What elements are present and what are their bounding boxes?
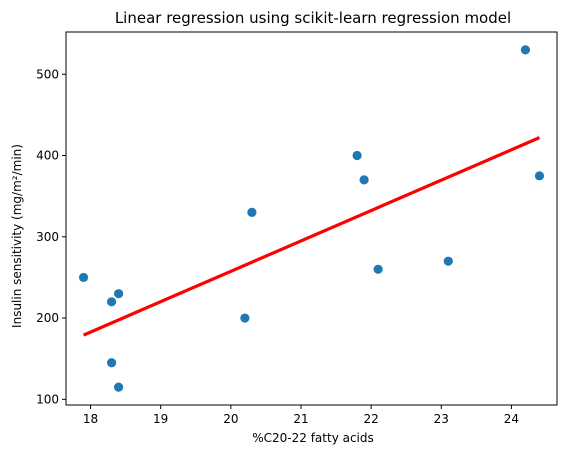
data-point — [443, 256, 453, 266]
x-tick-label: 24 — [504, 412, 519, 426]
x-tick-label: 18 — [83, 412, 98, 426]
data-point — [520, 45, 531, 55]
data-point — [114, 289, 124, 299]
x-tick-label: 21 — [293, 412, 308, 426]
data-points-layer — [78, 45, 545, 392]
y-axis-ticks: 100 200 300 400 500 — [36, 67, 66, 406]
data-point — [373, 264, 383, 274]
data-point — [106, 297, 117, 307]
data-point — [359, 175, 369, 185]
y-tick-label: 200 — [36, 311, 59, 325]
data-point — [78, 272, 89, 283]
y-tick-label: 100 — [36, 392, 59, 406]
y-tick-label: 300 — [36, 230, 59, 244]
y-axis-label: Insulin sensitivity (mg/m²/min) — [10, 144, 24, 328]
data-point — [114, 382, 124, 392]
data-point — [534, 171, 545, 181]
plot-area-frame — [65, 31, 558, 406]
data-point — [240, 313, 250, 323]
x-axis-ticks: 18 19 20 21 22 23 24 — [83, 405, 519, 426]
y-tick-label: 500 — [36, 67, 59, 81]
data-point — [106, 358, 117, 368]
data-point — [352, 150, 362, 161]
y-tick-label: 400 — [36, 149, 59, 163]
x-axis-label: %C20-22 fatty acids — [252, 431, 374, 445]
x-tick-label: 19 — [153, 412, 168, 426]
regression-line — [82, 136, 541, 337]
regression-line-layer — [82, 136, 541, 337]
chart-title: Linear regression using scikit-learn reg… — [115, 9, 511, 27]
x-tick-label: 20 — [223, 412, 238, 426]
x-tick-label: 23 — [434, 412, 449, 426]
x-tick-label: 22 — [363, 412, 378, 426]
data-point — [247, 207, 257, 218]
